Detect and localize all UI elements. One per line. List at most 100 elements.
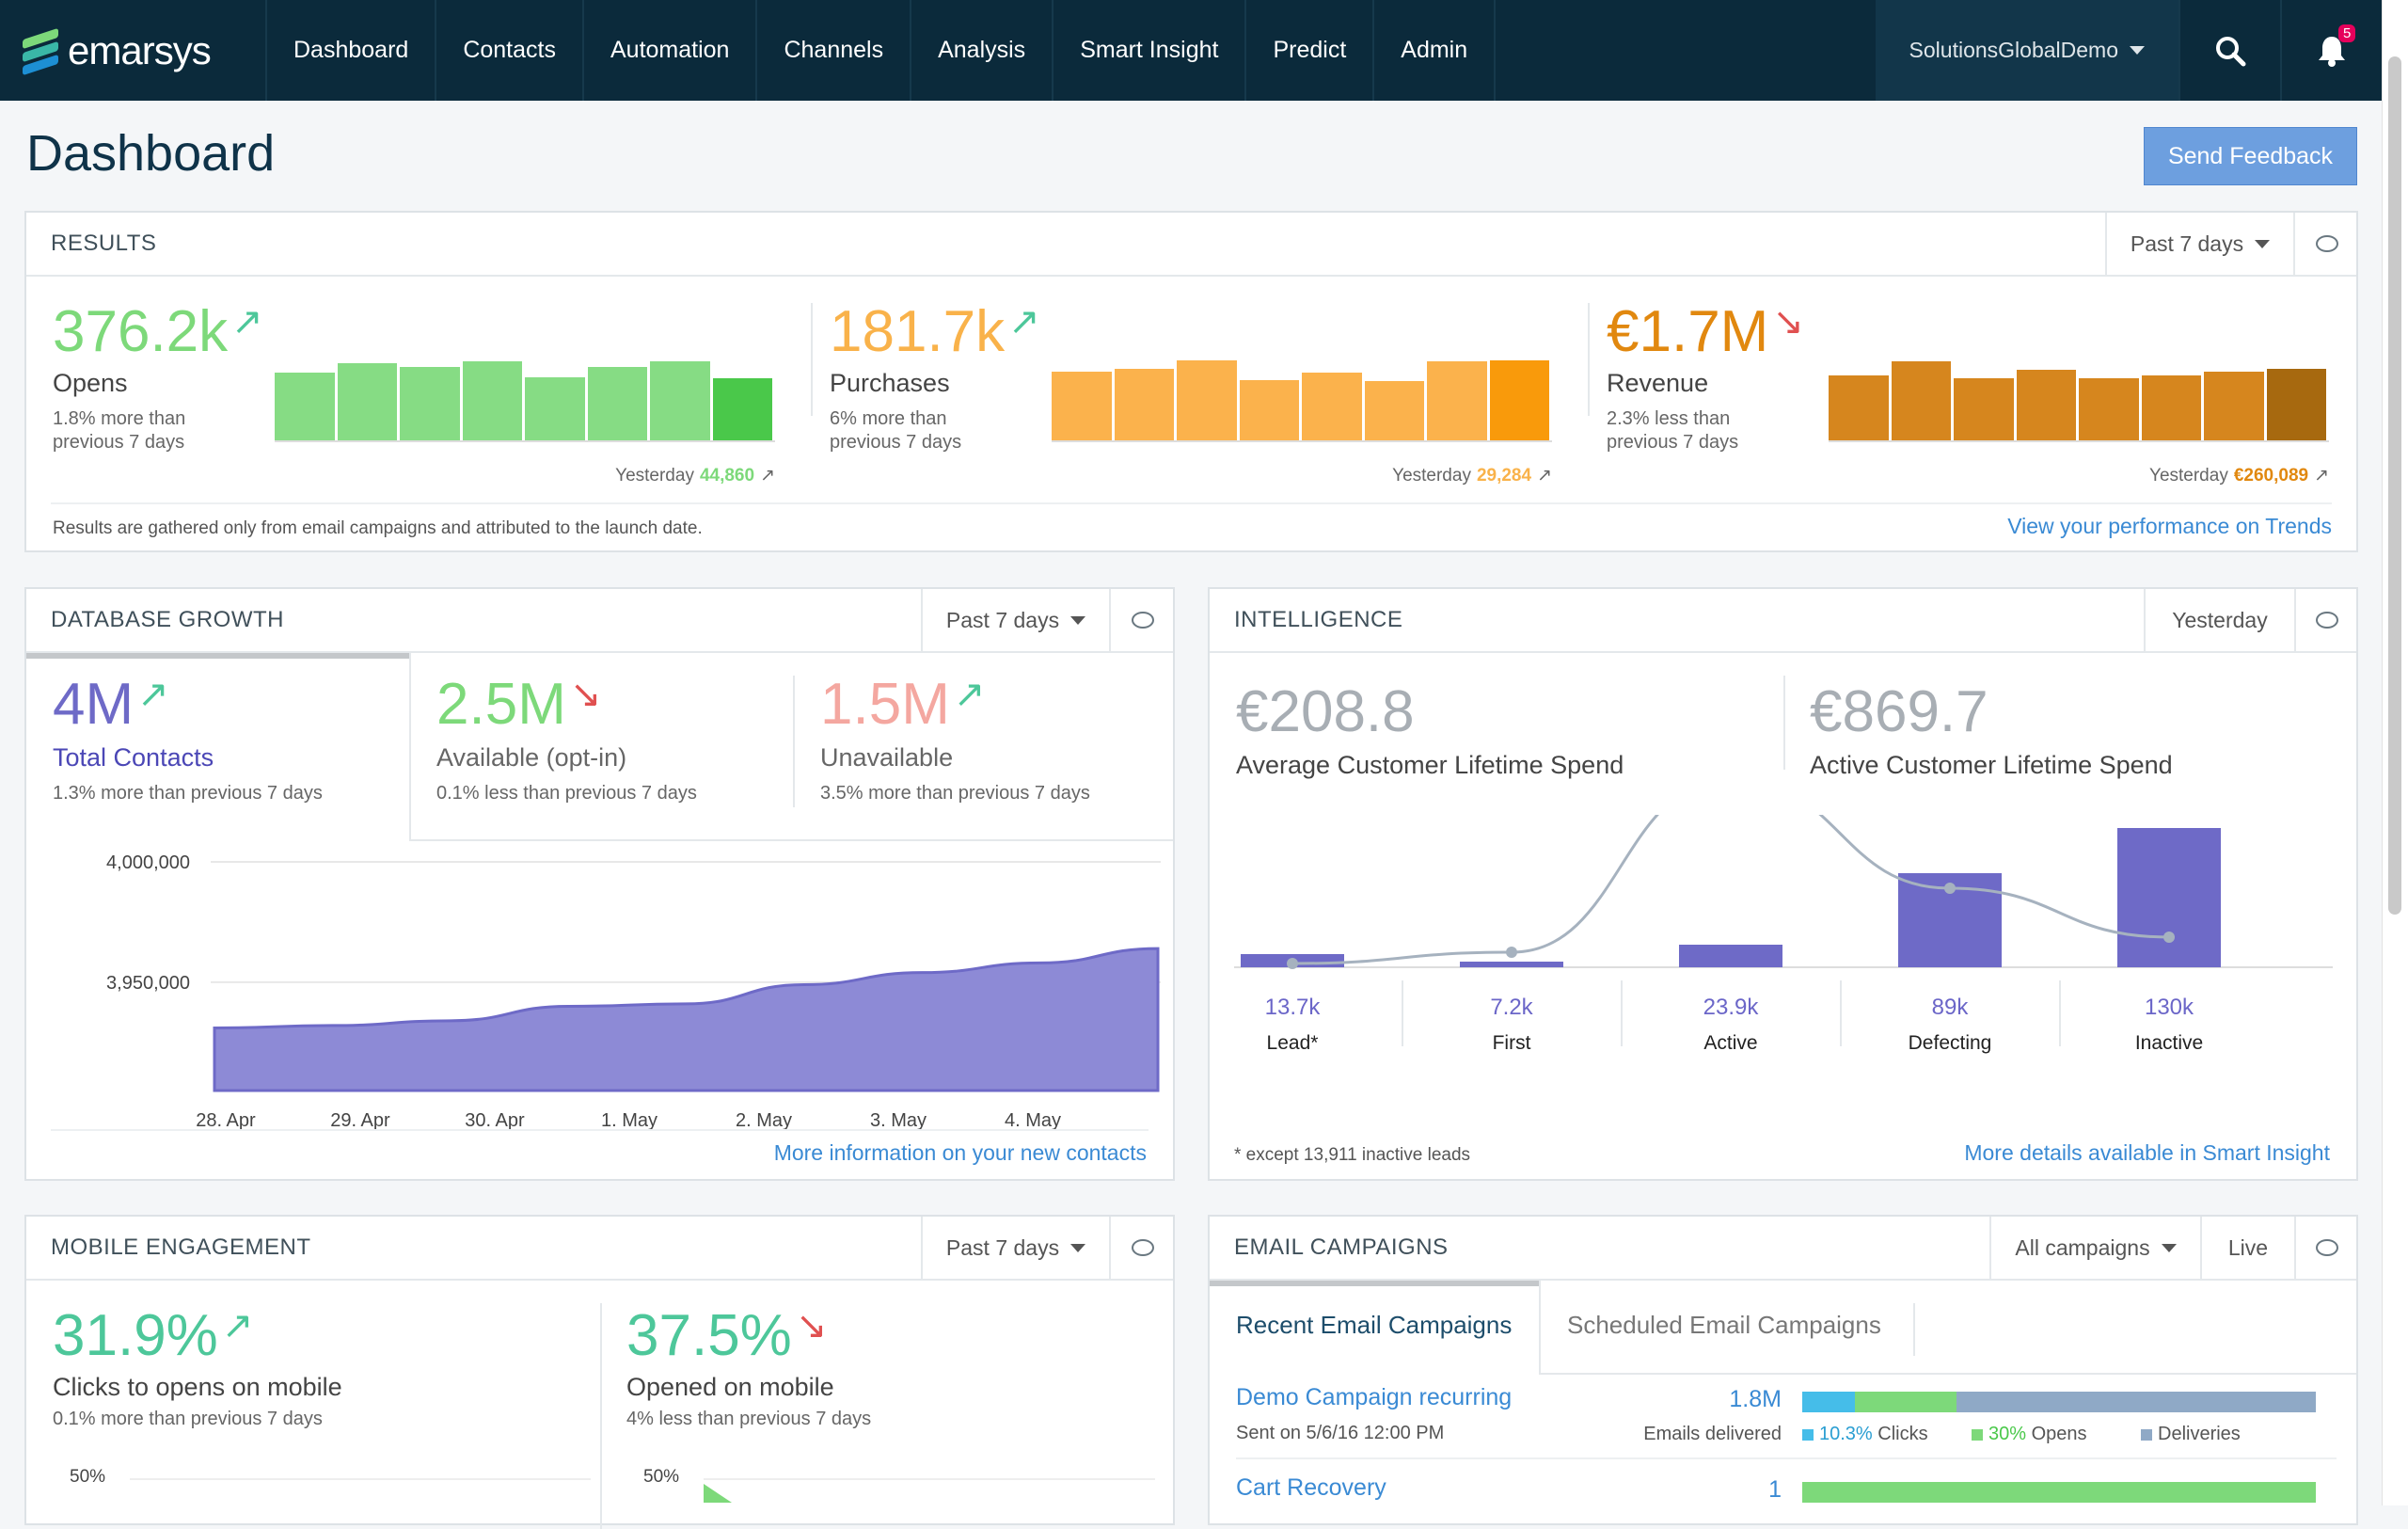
- page-scrollbar[interactable]: [2382, 0, 2408, 1505]
- deliveries-segment: [1956, 1392, 2316, 1412]
- search-button[interactable]: [2178, 0, 2280, 101]
- bar: [1427, 361, 1487, 440]
- results-comment-button[interactable]: [2293, 213, 2358, 275]
- mobile-chart-area: [704, 1484, 732, 1503]
- nav-channels[interactable]: Channels: [757, 0, 912, 101]
- trends-link[interactable]: View your performance on Trends: [2007, 514, 2332, 538]
- results-kpi: 181.7k ↗ Purchases 6% more than previous 7 d…: [811, 301, 1582, 491]
- results-period-dropdown[interactable]: Past 7 days: [2105, 213, 2293, 275]
- clicks-segment: [1802, 1392, 1856, 1412]
- mobile-comment-button[interactable]: [1109, 1217, 1175, 1279]
- intelligence-header: INTELLIGENCE Yesterday: [1210, 589, 2356, 653]
- opens-segment: [1855, 1392, 1956, 1412]
- nav-dashboard[interactable]: Dashboard: [267, 0, 437, 101]
- nav-predict[interactable]: Predict: [1246, 0, 1375, 101]
- nav-contacts[interactable]: Contacts: [436, 0, 584, 101]
- bell-icon: [2319, 36, 2345, 67]
- opened-on-mobile-sub: 4% less than previous 7 days: [626, 1409, 872, 1429]
- nav-automation[interactable]: Automation: [584, 0, 758, 101]
- bar: [1954, 378, 2014, 440]
- campaign-row[interactable]: Cart Recovery 1: [1236, 1474, 2337, 1512]
- clicks-to-opens-mobile: 31.9% ↗ Clicks to opens on mobile 0.1% mo…: [53, 1307, 342, 1431]
- kpi-bar-chart: [275, 359, 775, 442]
- kpi-label: Unavailable: [820, 743, 954, 772]
- db-kpi[interactable]: 2.5M ↘ Available (opt-in) 0.1% less than pr…: [436, 676, 794, 805]
- yesterday-value[interactable]: Yesterday 44,860 ↗: [615, 466, 775, 486]
- smart-insight-link[interactable]: More details available in Smart Insight: [1964, 1140, 2330, 1165]
- avg-lifetime-spend-value: €208.8: [1236, 679, 1415, 744]
- intelligence-card: INTELLIGENCE Yesterday €208.8 Average Cu…: [1208, 587, 2358, 1181]
- tab-recent-email-campaigns[interactable]: Recent Email Campaigns: [1236, 1311, 1513, 1339]
- campaign-delivered-label: Emails delivered: [1643, 1424, 1782, 1444]
- results-header: RESULTS Past 7 days: [26, 213, 2356, 277]
- intelligence-comment-button[interactable]: [2294, 589, 2358, 651]
- bar: [337, 362, 397, 440]
- legend-opens: 30% Opens: [1972, 1424, 2087, 1445]
- account-dropdown[interactable]: SolutionsGlobalDemo: [1875, 0, 2178, 101]
- campaign-sent-date: Sent on 5/6/16 12:00 PM: [1236, 1423, 1445, 1443]
- mobile-period-label: Past 7 days: [945, 1234, 1060, 1260]
- trend-line: [1291, 815, 2170, 965]
- kpi-sub-2: previous 7 days: [1607, 432, 1739, 453]
- kpi-value: €1.7M: [1607, 299, 1769, 364]
- bar: [587, 367, 647, 440]
- email-campaigns-title: EMAIL CAMPAIGNS: [1234, 1234, 1449, 1260]
- tab-scheduled-email-campaigns[interactable]: Scheduled Email Campaigns: [1567, 1311, 1881, 1339]
- bar: [2016, 370, 2076, 440]
- bar: [2141, 375, 2201, 440]
- nav-smart-insight[interactable]: Smart Insight: [1054, 0, 1247, 101]
- db-kpi[interactable]: 1.5M ↗ Unavailable 3.5% more than previous …: [820, 676, 1178, 805]
- email-comment-button[interactable]: [2294, 1217, 2358, 1279]
- db-period-dropdown[interactable]: Past 7 days: [921, 589, 1109, 651]
- campaign-name-link[interactable]: Demo Campaign recurring: [1236, 1384, 1513, 1410]
- intelligence-title: INTELLIGENCE: [1234, 607, 1403, 632]
- active-lifetime-spend-label: Active Customer Lifetime Spend: [1810, 751, 2173, 779]
- kpi-bar-chart: [1052, 359, 1552, 442]
- bar: [1114, 368, 1174, 440]
- avg-lifetime-spend: €208.8 Average Customer Lifetime Spend: [1236, 683, 1624, 780]
- yesterday-value[interactable]: Yesterday 29,284 ↗: [1392, 466, 1552, 486]
- trend-point: [1287, 958, 1298, 969]
- segment-bar: [1679, 945, 1782, 967]
- campaign-row[interactable]: Demo Campaign recurring Sent on 5/6/16 1…: [1236, 1384, 2337, 1459]
- results-kpi: €1.7M ↘ Revenue 2.3% less than previous 7 da…: [1588, 303, 2359, 491]
- bar: [400, 367, 460, 440]
- page-title: Dashboard: [26, 125, 276, 182]
- kpi-label: Opens: [53, 369, 128, 397]
- campaign-name-link[interactable]: Cart Recovery: [1236, 1474, 1386, 1501]
- y-tick-label: 3,950,000: [106, 973, 190, 994]
- database-growth-card: DATABASE GROWTH Past 7 days 4M ↗ Total Con…: [24, 587, 1175, 1181]
- db-comment-button[interactable]: [1109, 589, 1175, 651]
- bar: [2266, 368, 2326, 440]
- emarsys-logo[interactable]: emarsys: [0, 0, 267, 101]
- bar: [525, 376, 585, 440]
- campaign-split-bar: [1802, 1392, 2316, 1412]
- notifications-button[interactable]: 5: [2280, 0, 2382, 101]
- yesterday-value[interactable]: Yesterday €260,089 ↗: [2149, 466, 2329, 486]
- database-growth-chart: 4,000,000 3,950,000 28. Apr 29. Apr 30. Apr 1…: [106, 852, 1161, 1131]
- campaign-filter-dropdown[interactable]: All campaigns: [1989, 1217, 2200, 1279]
- clicks-to-opens-value: 31.9%: [53, 1303, 218, 1368]
- new-contacts-link[interactable]: More information on your new contacts: [773, 1140, 1147, 1165]
- account-name: SolutionsGlobalDemo: [1909, 38, 2118, 62]
- nav-admin[interactable]: Admin: [1374, 0, 1497, 101]
- scrollbar-thumb[interactable]: [2388, 56, 2401, 915]
- bar: [1302, 373, 1362, 440]
- legend-clicks: 10.3% Clicks: [1802, 1424, 1928, 1444]
- nav-analysis[interactable]: Analysis: [911, 0, 1054, 101]
- trend-up-icon: ↗: [221, 1305, 254, 1346]
- x-tick-label: 2. May: [736, 1110, 792, 1131]
- logo-mark-icon: [23, 27, 60, 75]
- send-feedback-button[interactable]: Send Feedback: [2144, 127, 2357, 185]
- email-campaigns-card: EMAIL CAMPAIGNS All campaigns Live Recen…: [1208, 1215, 2358, 1525]
- trend-up-icon: ↗: [1008, 301, 1040, 342]
- intelligence-period[interactable]: Yesterday: [2144, 589, 2294, 651]
- kpi-bar-chart: [1829, 359, 2329, 442]
- db-kpi[interactable]: 4M ↗ Total Contacts 1.3% more than previous…: [53, 676, 410, 805]
- trend-up-icon: ↗: [137, 674, 169, 715]
- active-lifetime-spend-value: €869.7: [1810, 679, 1988, 744]
- top-navigation: emarsys Dashboard Contacts Automation Ch…: [0, 0, 2408, 101]
- live-toggle[interactable]: Live: [2200, 1217, 2294, 1279]
- kpi-value: 1.5M: [820, 672, 950, 737]
- mobile-period-dropdown[interactable]: Past 7 days: [921, 1217, 1109, 1279]
